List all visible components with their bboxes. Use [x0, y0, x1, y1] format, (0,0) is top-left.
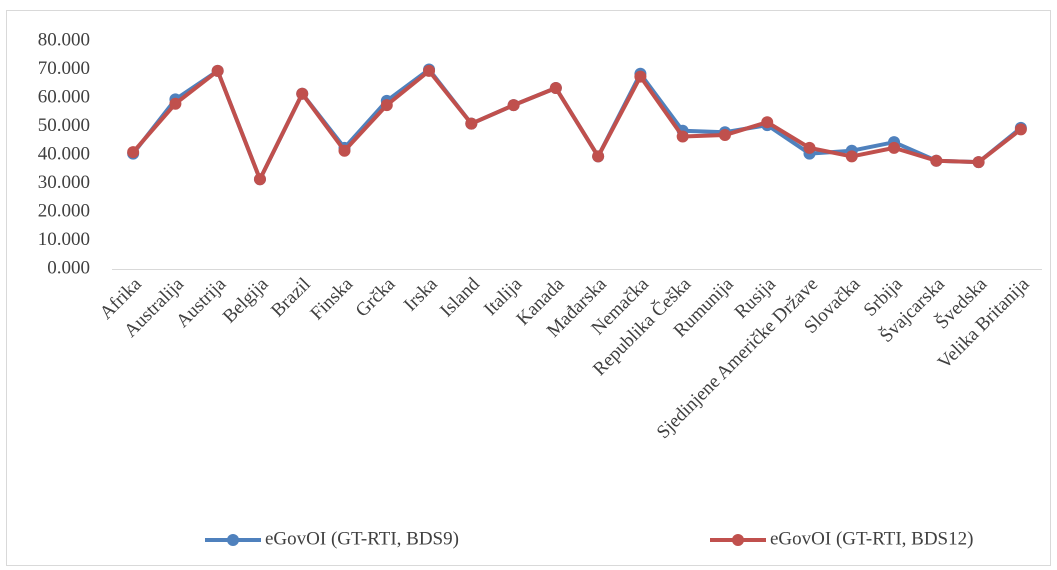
data-point — [169, 97, 182, 110]
data-point — [465, 117, 478, 130]
legend-marker — [227, 534, 239, 546]
data-point — [761, 116, 774, 129]
data-point — [592, 150, 605, 163]
data-point — [718, 129, 731, 142]
data-point — [676, 130, 689, 143]
y-tick-label: 60.000 — [38, 86, 90, 107]
data-point — [972, 156, 985, 169]
data-point — [634, 70, 647, 83]
data-point — [296, 87, 309, 100]
data-point — [888, 141, 901, 154]
legend-label: eGovOI (GT-RTI, BDS9) — [265, 528, 459, 549]
data-point — [1014, 123, 1027, 136]
y-tick-label: 50.000 — [38, 115, 90, 136]
legend-label: eGovOI (GT-RTI, BDS12) — [770, 528, 973, 549]
data-point — [930, 154, 943, 167]
data-point — [127, 146, 140, 159]
y-tick-label: 10.000 — [38, 229, 90, 250]
y-tick-label: 40.000 — [38, 143, 90, 164]
data-point — [423, 64, 436, 77]
data-point — [845, 150, 858, 163]
y-tick-label: 30.000 — [38, 172, 90, 193]
data-point — [253, 173, 266, 186]
y-tick-label: 0.000 — [47, 257, 90, 278]
y-tick-label: 80.000 — [38, 29, 90, 50]
data-point — [380, 99, 393, 112]
data-point — [507, 99, 520, 112]
series-line — [131, 68, 1023, 182]
data-point — [549, 82, 562, 95]
y-tick-label: 70.000 — [38, 58, 90, 79]
data-point — [803, 141, 816, 154]
legend-marker — [732, 534, 744, 546]
data-point — [211, 64, 224, 77]
data-point — [338, 144, 351, 157]
y-tick-label: 20.000 — [38, 200, 90, 221]
